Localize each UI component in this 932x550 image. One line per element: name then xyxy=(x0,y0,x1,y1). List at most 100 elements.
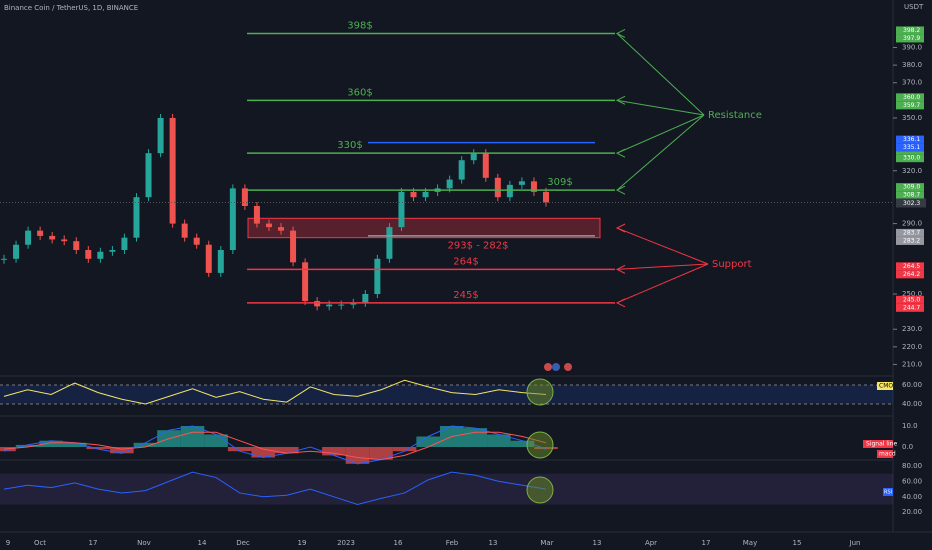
candle xyxy=(169,117,176,224)
price-badge xyxy=(896,135,924,144)
level-label: 398$ xyxy=(347,20,372,31)
candle xyxy=(446,179,453,189)
currency: USDT xyxy=(904,3,924,11)
x-tick-label: 19 xyxy=(298,539,307,547)
macd-hist xyxy=(15,444,40,447)
macd-hist xyxy=(110,447,134,454)
flags xyxy=(544,363,572,371)
price-badge-label: 264.2 xyxy=(903,271,920,278)
x-tick-label: 17 xyxy=(89,539,98,547)
y-tick-label: 290.0 xyxy=(902,220,922,228)
highlight xyxy=(526,431,554,459)
arrow-head xyxy=(615,185,626,195)
level-label: 360$ xyxy=(347,87,372,98)
candle xyxy=(543,191,549,203)
price-badge xyxy=(896,191,924,200)
macd-hist xyxy=(275,447,299,454)
level-label: 245$ xyxy=(453,290,478,301)
x-tick-label: Mar xyxy=(540,539,553,547)
arrow-head xyxy=(615,298,626,308)
arrow-head xyxy=(615,95,626,105)
macd-hist xyxy=(251,447,275,458)
macd-hist xyxy=(204,434,228,447)
symbol-title: Binance Coin / TetherUS, 1D, BINANCE xyxy=(4,4,138,12)
candle xyxy=(73,241,80,250)
candle xyxy=(482,153,489,178)
candle xyxy=(362,294,369,303)
candle xyxy=(157,117,164,154)
macd-hist xyxy=(369,447,393,460)
price-badge-label: 283.2 xyxy=(903,237,920,244)
candle xyxy=(85,250,92,259)
macd-hist xyxy=(463,428,488,447)
y-tick-label: 390.0 xyxy=(902,44,922,52)
macd-line xyxy=(3,425,547,465)
price-badge xyxy=(896,236,924,245)
x-tick-label: 15 xyxy=(793,539,802,547)
x-tick-label: 16 xyxy=(394,539,403,547)
macd-hist xyxy=(487,434,511,447)
indicator-badge xyxy=(883,488,893,496)
x-tick-label: 14 xyxy=(198,539,207,547)
candle xyxy=(398,191,405,228)
y-tick-label: 40.00 xyxy=(902,400,922,408)
candle xyxy=(302,262,309,302)
candle xyxy=(229,188,236,250)
candle xyxy=(518,181,525,185)
candle xyxy=(61,239,68,242)
x-tick-label: Feb xyxy=(446,539,459,547)
price-badge-label: 359.7 xyxy=(903,102,920,109)
last-price-badge xyxy=(896,198,926,208)
arrow xyxy=(616,114,705,191)
x-tick-label: May xyxy=(743,539,757,547)
candle xyxy=(265,223,272,228)
arrow-head xyxy=(615,264,626,274)
arrow xyxy=(616,33,705,116)
candle xyxy=(290,230,297,263)
macd-hist xyxy=(392,447,417,452)
indicator-badge xyxy=(877,450,893,458)
price-badge xyxy=(896,154,924,163)
candle xyxy=(410,191,417,198)
price-badge xyxy=(896,228,924,237)
level-label: 330$ xyxy=(337,140,362,151)
price-badge-label: 308.7 xyxy=(903,192,920,199)
candle xyxy=(145,153,152,198)
y-tick-label: 210.0 xyxy=(902,360,922,368)
macd-hist xyxy=(510,440,535,447)
candle xyxy=(278,227,285,231)
indicator-name: CMO xyxy=(879,383,893,390)
indicator-badge xyxy=(877,382,893,390)
macd-hist xyxy=(416,436,440,447)
arrow xyxy=(616,114,705,154)
band xyxy=(0,473,893,505)
rsi-line xyxy=(3,471,547,506)
arrow xyxy=(616,99,705,116)
macd-hist xyxy=(62,442,87,447)
y-tick-label: 370.0 xyxy=(902,79,922,87)
y-tick-label: 350.0 xyxy=(902,114,922,122)
price-badge-label: 397.9 xyxy=(903,35,920,42)
candle xyxy=(205,244,212,273)
y-tick-label: 80.00 xyxy=(902,462,922,470)
y-tick-label: 230.0 xyxy=(902,325,922,333)
macd-hist xyxy=(322,447,346,456)
price-badge-label: 360.0 xyxy=(903,94,920,101)
price-badge-label: 264.5 xyxy=(903,263,920,270)
arrow xyxy=(616,263,709,270)
indicator-badge xyxy=(863,440,893,448)
x-tick-label: Dec xyxy=(236,539,250,547)
candle xyxy=(530,181,537,192)
candle xyxy=(326,304,333,307)
candle xyxy=(1,258,7,260)
price-badge-label: 330.0 xyxy=(903,155,920,162)
y-tick-label: 20.00 xyxy=(902,508,922,516)
indicator-name: macd xyxy=(879,451,896,458)
x-tick-label: 9 xyxy=(6,539,10,547)
arrow-head xyxy=(615,223,626,233)
candle xyxy=(181,223,188,238)
x-tick-label: Jun xyxy=(849,539,861,547)
candle xyxy=(506,184,513,198)
